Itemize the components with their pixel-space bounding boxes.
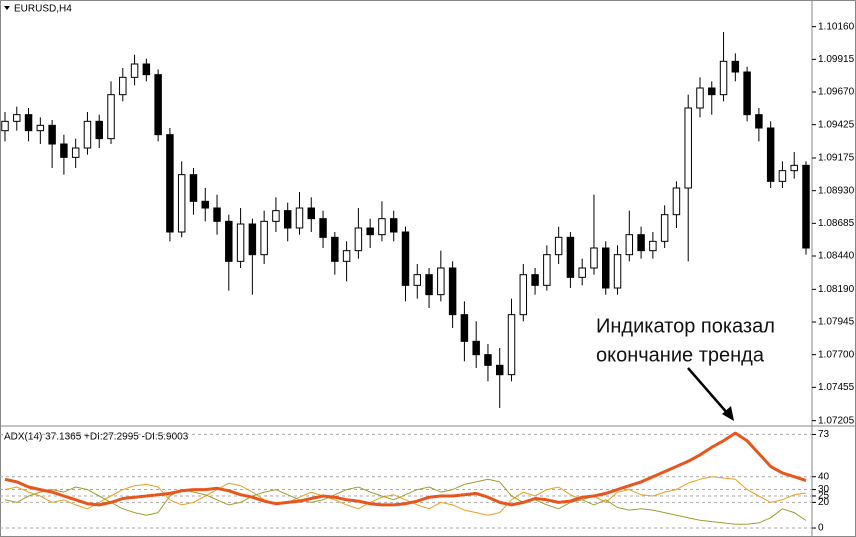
candle-body [696,87,704,109]
candle-body [566,236,575,278]
y-tick-label: 1.09425 [818,119,855,130]
candle-body [472,340,480,356]
y-tick-label: 1.07700 [818,349,855,360]
candle-body [484,354,492,366]
indicator-line [4,478,807,525]
candle-body [708,87,716,96]
y-tick-label: 1.08685 [818,218,855,229]
candle-body [637,234,645,252]
candle-body [177,174,186,233]
candle-body [802,164,810,249]
candle-body [437,267,445,296]
candle-body [590,247,598,269]
candle-body [578,267,586,278]
candle-body [342,250,351,262]
y-tick-label: 1.09175 [818,153,855,164]
candle-body [354,227,363,252]
candle-body [366,227,374,236]
y-tick-label: 30 [818,484,830,495]
candle-body [307,207,316,220]
candle-body [660,214,669,242]
y-tick-label: 0 [818,523,824,534]
y-tick-label: 25 [818,491,830,502]
y-tick-label: 1.09670 [818,87,855,98]
candle-body [213,207,221,222]
candle-body [554,236,563,256]
candle-body [36,124,45,132]
candle-body [543,254,551,286]
indicator-line [4,476,807,516]
candle-body [107,94,115,140]
candle-body [166,134,174,233]
candle-body [154,74,162,136]
candle-body [389,218,398,233]
candle-body [531,274,539,286]
candle-body [613,254,622,289]
candle-body [201,200,209,209]
candle-body [743,71,751,116]
candle-body [13,114,21,122]
arrow-head [722,406,734,421]
y-tick-label: 40 [818,471,830,482]
candle-body [649,240,657,252]
candle-body [142,63,151,76]
y-tick-label: 1.08190 [818,284,855,295]
candle-body [189,174,198,202]
annotation: окончание тренда [596,344,765,366]
candle-body [119,76,127,96]
candle-body [48,124,56,145]
candle-body [331,236,339,262]
candle-body [778,170,787,182]
candle-body [766,127,775,182]
candle-body [378,218,386,236]
candle-body [260,220,268,256]
candle-body [71,147,80,158]
candle-body [672,187,681,216]
candle-body [60,143,68,158]
candle-body [790,164,798,172]
y-tick-label: 1.08930 [818,185,855,196]
candle-body [684,107,692,189]
candle-body [625,234,634,256]
candle-body [272,210,280,222]
candle-body [225,220,233,262]
candle-body [495,364,504,376]
candle-body [95,120,103,140]
candle-body [248,223,257,256]
candle-body [401,231,410,286]
indicator-line [4,431,807,507]
y-tick-label: 1.07205 [818,415,855,426]
candle-body [319,218,327,238]
y-tick-label: 1.07455 [818,382,855,393]
candle-body [130,63,139,78]
candle-body [731,60,740,73]
candle-body [413,274,422,286]
candle-body [719,60,728,96]
y-tick-label: 1.10160 [818,21,855,32]
y-tick-label: 1.09915 [818,54,855,65]
candle-body [236,223,245,262]
candle-body [460,314,469,342]
y-tick-label: 73 [818,429,830,440]
menu-triangle [4,6,10,10]
y-tick-label: 1.08440 [818,251,855,262]
candle-body [507,314,516,376]
candle-body [1,120,9,132]
y-tick-label: 1.07945 [818,317,855,328]
candle-body [755,114,763,129]
annotation: Индикатор показал [596,315,775,337]
candle-body [295,207,304,229]
candle-body [283,210,292,229]
y-tick-label: 20 [818,497,830,508]
symbol-title: EURUSD,H4 [14,4,72,15]
arrow-shaft [687,367,729,415]
candle-body [24,114,33,132]
candle-body [519,274,528,316]
candle-body [425,274,433,296]
indicator-title: ADX(14) 37.1365 +DI:27.2995 -DI:5.9003 [4,432,189,443]
candle-body [602,247,610,289]
candle-body [83,120,92,149]
candle-body [448,267,457,316]
